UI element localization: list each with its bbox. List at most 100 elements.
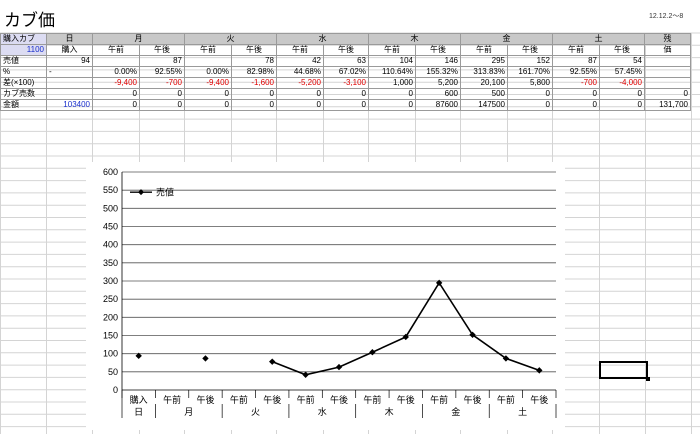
- table-cell[interactable]: 82.98%: [231, 66, 277, 78]
- table-cell[interactable]: 313.83%: [460, 66, 508, 78]
- table-cell[interactable]: 57.45%: [599, 66, 645, 78]
- table-cell[interactable]: 5,800: [507, 77, 553, 89]
- table-cell[interactable]: 600: [415, 88, 461, 100]
- remaining-cell[interactable]: 131,700: [644, 99, 691, 111]
- selected-cell-cursor[interactable]: [599, 361, 650, 381]
- table-cell[interactable]: 500: [460, 88, 508, 100]
- table-cell[interactable]: 78: [231, 55, 277, 67]
- table-cell[interactable]: 103400: [46, 99, 93, 111]
- subheader-cell[interactable]: 午前: [552, 44, 600, 56]
- table-cell[interactable]: 0: [231, 99, 277, 111]
- price-line-chart[interactable]: 0 50 100 150 200 250 300 350 400 450 500 550 600 購入 午…: [86, 162, 565, 430]
- table-cell[interactable]: 0: [184, 88, 232, 100]
- day-header-thu[interactable]: 木: [368, 33, 461, 45]
- table-cell[interactable]: 0: [276, 99, 324, 111]
- table-cell[interactable]: 87600: [415, 99, 461, 111]
- table-cell[interactable]: 0: [507, 99, 553, 111]
- buy-kabu-label[interactable]: 購入カブ: [0, 33, 47, 45]
- table-cell[interactable]: 0: [323, 99, 369, 111]
- table-cell[interactable]: 0: [323, 88, 369, 100]
- subheader-cell[interactable]: 午後: [507, 44, 553, 56]
- remaining-cell[interactable]: [644, 77, 691, 89]
- table-cell[interactable]: 0.00%: [184, 66, 232, 78]
- day-header-sun[interactable]: 日: [46, 33, 93, 45]
- day-header-tue[interactable]: 火: [184, 33, 277, 45]
- table-cell[interactable]: 87: [139, 55, 185, 67]
- table-cell[interactable]: -3,100: [323, 77, 369, 89]
- day-header-mon[interactable]: 月: [92, 33, 185, 45]
- table-cell[interactable]: 0: [507, 88, 553, 100]
- subheader-cell[interactable]: 午後: [231, 44, 277, 56]
- table-cell[interactable]: -700: [139, 77, 185, 89]
- table-cell[interactable]: 1,000: [368, 77, 416, 89]
- table-cell[interactable]: [92, 55, 140, 67]
- remaining-header[interactable]: 残: [644, 33, 691, 45]
- table-cell[interactable]: 0: [184, 99, 232, 111]
- subheader-cell[interactable]: 午前: [184, 44, 232, 56]
- subheader-cell[interactable]: 午前: [92, 44, 140, 56]
- table-cell[interactable]: -: [46, 66, 93, 78]
- row-label[interactable]: 差(×100): [0, 77, 47, 89]
- table-cell[interactable]: 92.55%: [139, 66, 185, 78]
- day-header-fri[interactable]: 金: [460, 33, 553, 45]
- table-cell[interactable]: 0.00%: [92, 66, 140, 78]
- remaining-cell[interactable]: [644, 66, 691, 78]
- table-cell[interactable]: 152: [507, 55, 553, 67]
- subheader-cell[interactable]: 午前: [460, 44, 508, 56]
- table-cell[interactable]: 146: [415, 55, 461, 67]
- subheader-cell[interactable]: 午後: [599, 44, 645, 56]
- table-cell[interactable]: 44.68%: [276, 66, 324, 78]
- table-cell[interactable]: 147500: [460, 99, 508, 111]
- table-cell[interactable]: 161.70%: [507, 66, 553, 78]
- table-cell[interactable]: 20,100: [460, 77, 508, 89]
- subheader-cell[interactable]: 午前: [368, 44, 416, 56]
- day-header-sat[interactable]: 土: [552, 33, 645, 45]
- buy-kabu-qty[interactable]: 1100: [0, 44, 47, 56]
- table-cell[interactable]: 0: [92, 99, 140, 111]
- table-cell[interactable]: 0: [276, 88, 324, 100]
- table-cell[interactable]: 295: [460, 55, 508, 67]
- row-label[interactable]: %: [0, 66, 47, 78]
- table-cell[interactable]: 92.55%: [552, 66, 600, 78]
- table-cell[interactable]: 0: [552, 88, 600, 100]
- table-cell[interactable]: 63: [323, 55, 369, 67]
- subheader-cell[interactable]: 午前: [276, 44, 324, 56]
- row-label[interactable]: カブ売数: [0, 88, 47, 100]
- table-cell[interactable]: 94: [46, 55, 93, 67]
- table-cell[interactable]: 104: [368, 55, 416, 67]
- table-cell[interactable]: 0: [368, 88, 416, 100]
- table-cell[interactable]: -5,200: [276, 77, 324, 89]
- table-cell[interactable]: [184, 55, 232, 67]
- remaining-subheader[interactable]: 価: [644, 44, 691, 56]
- table-cell[interactable]: 0: [139, 88, 185, 100]
- table-cell[interactable]: [46, 77, 93, 89]
- table-cell[interactable]: [46, 88, 93, 100]
- table-cell[interactable]: 0: [368, 99, 416, 111]
- subheader-cell[interactable]: 午後: [415, 44, 461, 56]
- row-label[interactable]: 金額: [0, 99, 47, 111]
- table-cell[interactable]: 0: [599, 88, 645, 100]
- table-cell[interactable]: 110.64%: [368, 66, 416, 78]
- remaining-cell[interactable]: [644, 55, 691, 67]
- table-cell[interactable]: 5,200: [415, 77, 461, 89]
- table-cell[interactable]: -9,400: [92, 77, 140, 89]
- table-cell[interactable]: 87: [552, 55, 600, 67]
- table-cell[interactable]: 0: [92, 88, 140, 100]
- table-cell[interactable]: 155.32%: [415, 66, 461, 78]
- table-cell[interactable]: 0: [231, 88, 277, 100]
- table-cell[interactable]: 42: [276, 55, 324, 67]
- table-cell[interactable]: -1,600: [231, 77, 277, 89]
- table-cell[interactable]: 54: [599, 55, 645, 67]
- table-cell[interactable]: -9,400: [184, 77, 232, 89]
- subheader-cell[interactable]: 購入: [46, 44, 93, 56]
- table-cell[interactable]: 0: [552, 99, 600, 111]
- day-header-wed[interactable]: 水: [276, 33, 369, 45]
- table-cell[interactable]: 0: [599, 99, 645, 111]
- row-label[interactable]: 売値: [0, 55, 47, 67]
- table-cell[interactable]: -700: [552, 77, 600, 89]
- subheader-cell[interactable]: 午後: [139, 44, 185, 56]
- table-cell[interactable]: 67.02%: [323, 66, 369, 78]
- fill-handle[interactable]: [646, 377, 650, 381]
- table-cell[interactable]: 0: [139, 99, 185, 111]
- table-cell[interactable]: -4,000: [599, 77, 645, 89]
